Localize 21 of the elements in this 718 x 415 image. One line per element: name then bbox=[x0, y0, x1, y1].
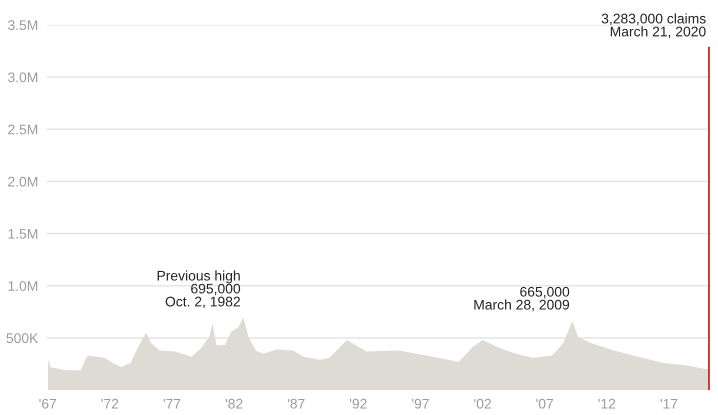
y-tick-label: 2.5M bbox=[8, 124, 38, 134]
annotation: 3,283,000 claims March 21, 2020 bbox=[602, 13, 706, 38]
y-tick-label: 1.5M bbox=[8, 229, 38, 239]
x-tick-label: '77 bbox=[164, 398, 180, 408]
y-tick-label: 500K bbox=[6, 333, 38, 344]
annotation: 665,000 March 28, 2009 bbox=[474, 286, 570, 312]
y-tick-label: 3.0M bbox=[8, 72, 38, 82]
x-tick-label: '72 bbox=[101, 398, 118, 408]
annotation: Previous high 695,000 Oct. 2, 1982 bbox=[158, 270, 240, 308]
y-tick-label: 2.0M bbox=[8, 176, 38, 187]
x-tick-label: '17 bbox=[660, 398, 678, 408]
x-tick-label: '02 bbox=[474, 398, 491, 409]
x-tick-label: '67 bbox=[39, 398, 56, 409]
x-tick-label: '12 bbox=[598, 398, 616, 408]
x-tick-label: '92 bbox=[350, 398, 367, 409]
x-tick-label: '97 bbox=[412, 398, 429, 409]
y-tick-label: 3.5M bbox=[8, 20, 38, 30]
y-tick-label: 1.0M bbox=[8, 281, 38, 291]
x-tick-label: '07 bbox=[536, 398, 554, 409]
x-tick-label: '87 bbox=[288, 398, 305, 409]
x-tick-label: '82 bbox=[226, 398, 242, 409]
